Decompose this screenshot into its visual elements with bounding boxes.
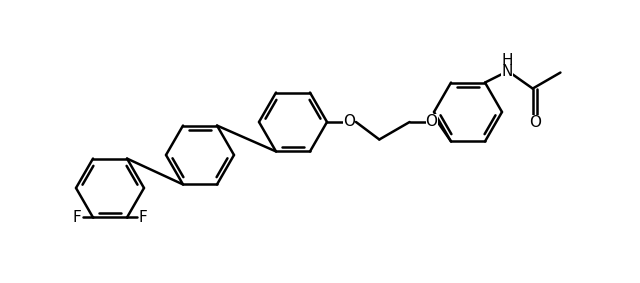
Text: O: O (529, 115, 541, 130)
Text: O: O (426, 113, 438, 128)
Text: F: F (139, 210, 147, 225)
Text: N: N (501, 64, 513, 79)
Text: O: O (343, 113, 355, 128)
Text: H: H (501, 53, 513, 68)
Text: F: F (72, 210, 81, 225)
